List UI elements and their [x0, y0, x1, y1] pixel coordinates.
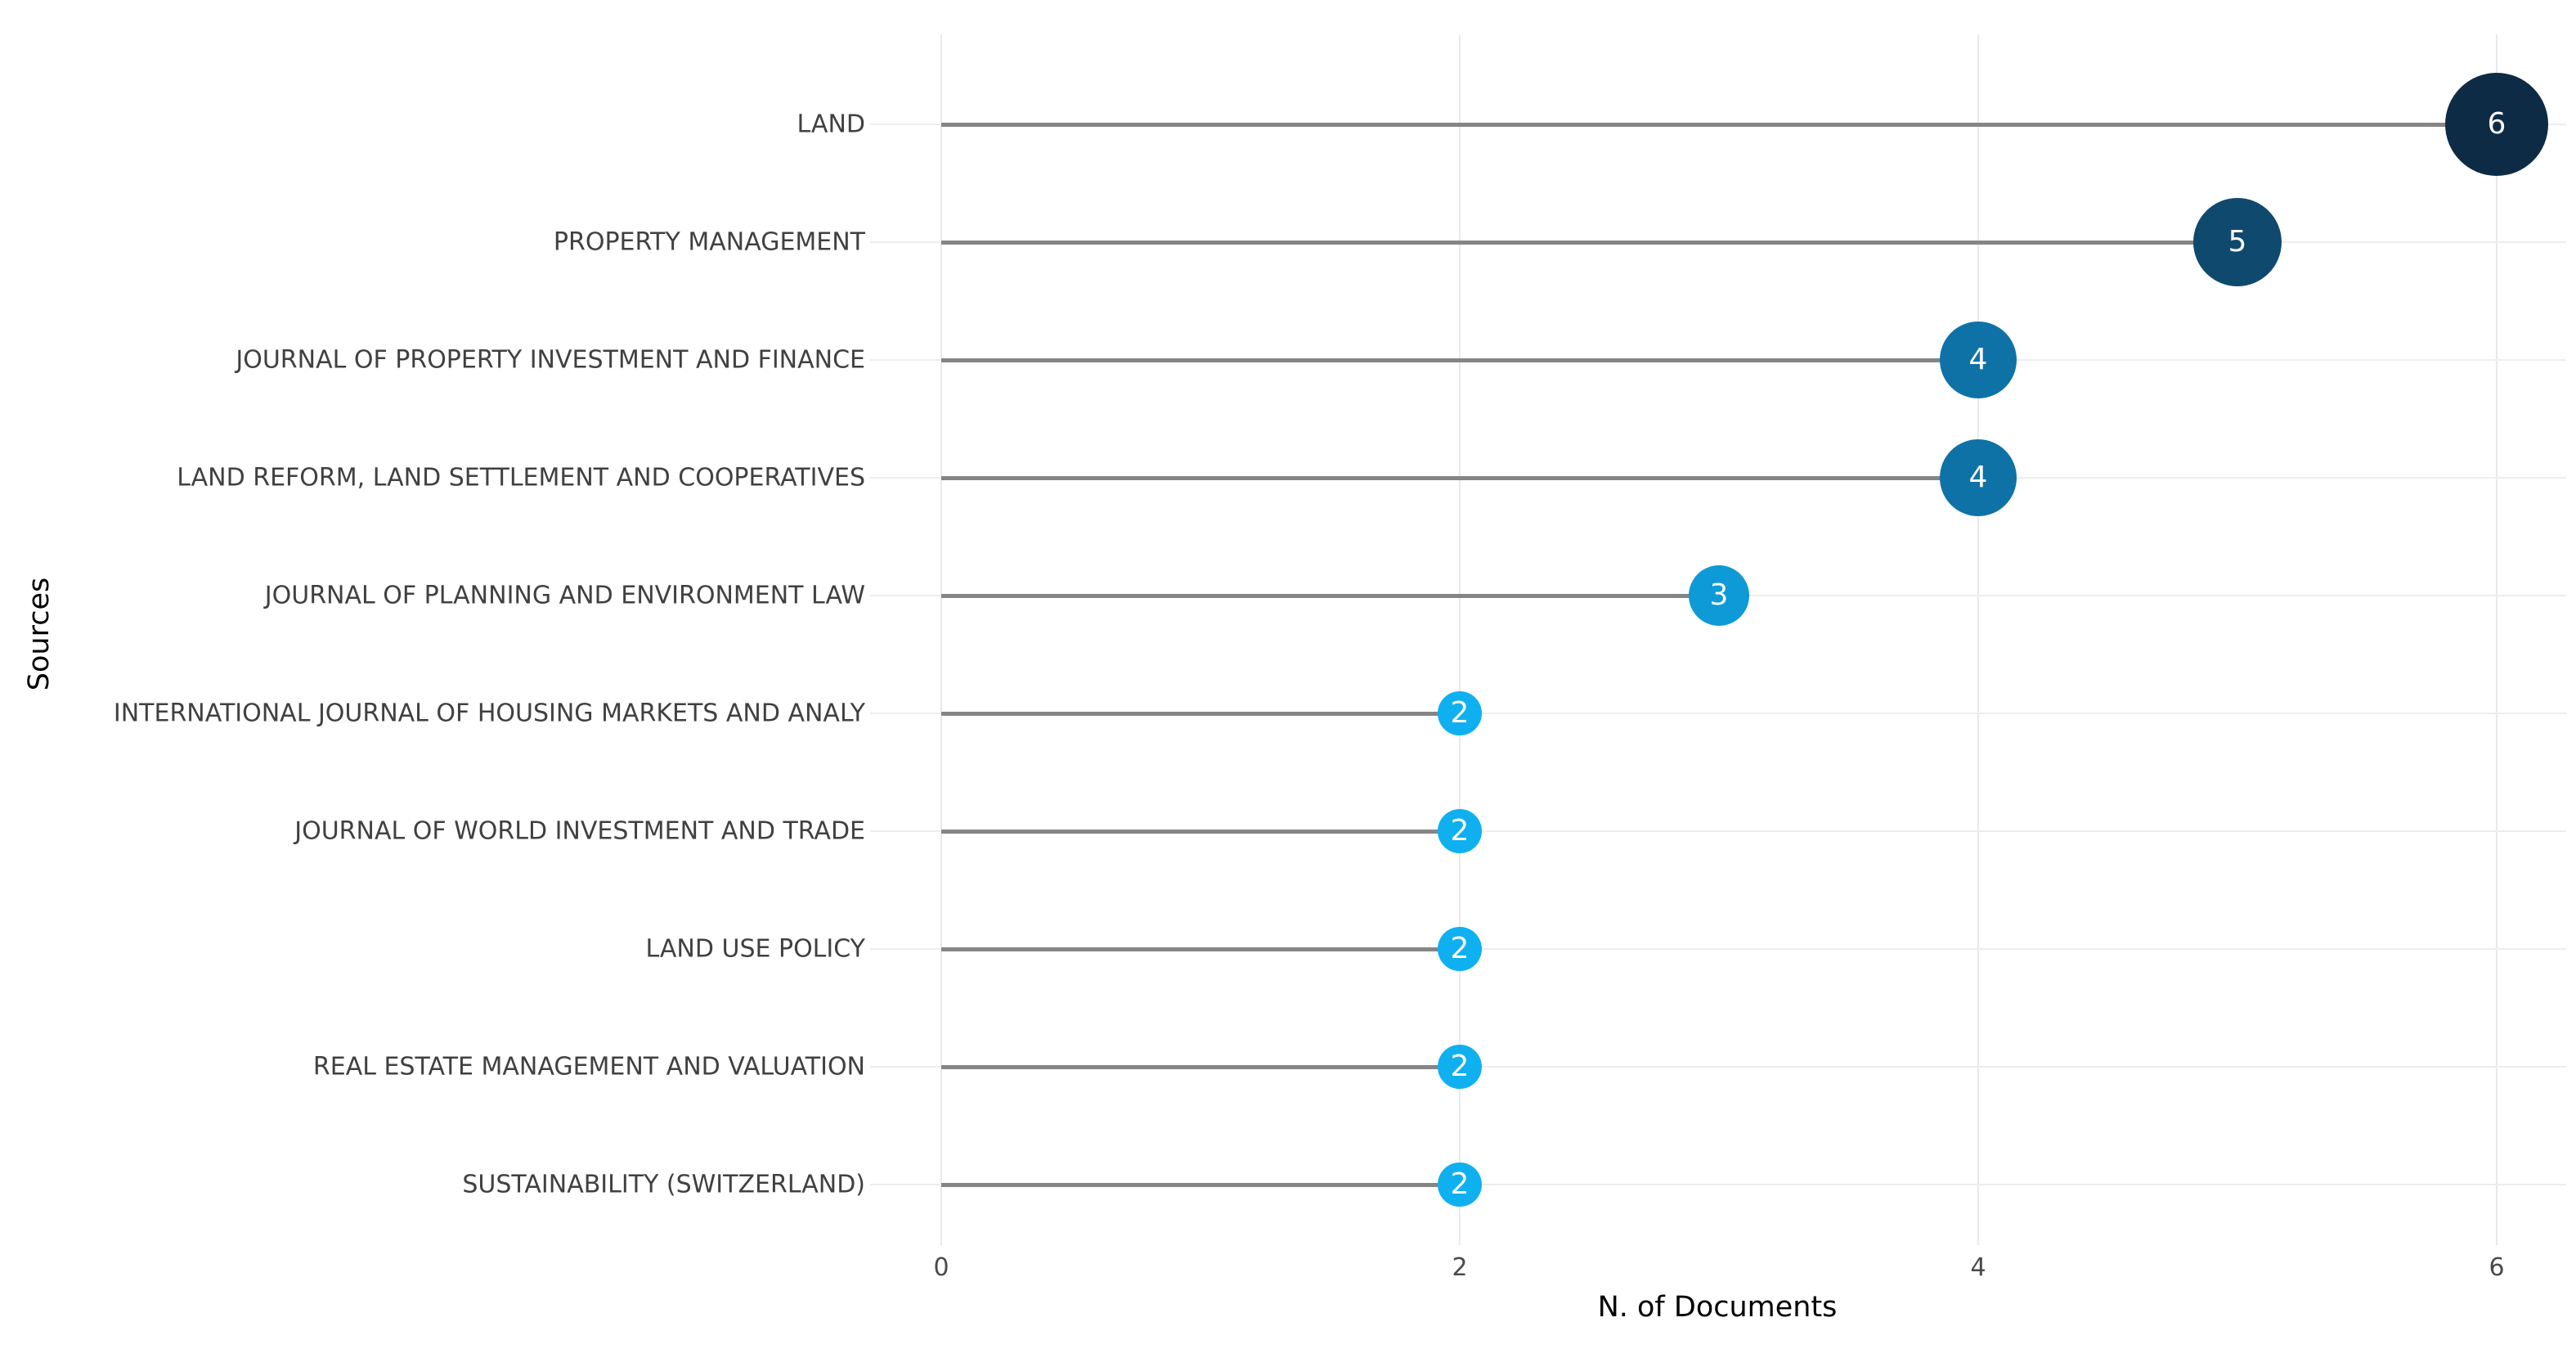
category-label: PROPERTY MANAGEMENT	[553, 227, 865, 257]
x-tick-label-6: 6	[2488, 1253, 2505, 1282]
x-tick-label-2: 2	[1452, 1253, 1468, 1282]
stem	[941, 593, 1719, 598]
bubble-value: 2	[1450, 696, 1470, 730]
bubble-value: 2	[1450, 814, 1470, 848]
data-point-bubble[interactable]: 2	[1438, 927, 1482, 971]
category-label: LAND	[797, 110, 865, 139]
stem	[941, 711, 1460, 716]
data-point-bubble[interactable]: 4	[1940, 322, 2017, 398]
bubble-value: 6	[2487, 107, 2506, 141]
stem	[941, 947, 1460, 951]
row-gridline	[870, 1184, 2566, 1185]
stem	[941, 1182, 1460, 1187]
data-point-bubble[interactable]: 4	[1940, 439, 2017, 516]
gridline-x-6	[2496, 34, 2497, 1245]
x-tick-label-4: 4	[1970, 1253, 1986, 1282]
category-label: JOURNAL OF PLANNING AND ENVIRONMENT LAW	[264, 581, 865, 610]
stem	[941, 1064, 1460, 1069]
stem	[941, 829, 1460, 834]
stem	[941, 122, 2497, 127]
data-point-bubble[interactable]: 2	[1438, 1045, 1482, 1089]
data-point-bubble[interactable]: 2	[1438, 691, 1482, 735]
data-point-bubble[interactable]: 5	[2193, 198, 2282, 286]
row-gridline	[870, 1066, 2566, 1068]
data-point-bubble[interactable]: 2	[1438, 1162, 1482, 1207]
bubble-value: 2	[1450, 1167, 1470, 1201]
row-gridline	[870, 713, 2566, 714]
bubble-value: 4	[1968, 343, 1988, 376]
bubble-value: 3	[1709, 578, 1729, 612]
stem	[941, 357, 1978, 362]
category-label: SUSTAINABILITY (SWITZERLAND)	[462, 1170, 865, 1199]
gridline-x-4	[1977, 34, 1979, 1245]
category-label: JOURNAL OF WORLD INVESTMENT AND TRADE	[294, 816, 865, 846]
row-gridline	[870, 830, 2566, 832]
data-point-bubble[interactable]: 2	[1438, 809, 1482, 853]
gridline-x-2	[1459, 34, 1461, 1245]
data-point-bubble[interactable]: 6	[2445, 73, 2548, 176]
category-label: REAL ESTATE MANAGEMENT AND VALUATION	[312, 1052, 865, 1081]
x-tick-label-0: 0	[933, 1253, 949, 1282]
y-axis-title: Sources	[23, 577, 56, 691]
gridline-x-0	[940, 34, 942, 1245]
category-label: LAND REFORM, LAND SETTLEMENT AND COOPERA…	[177, 463, 865, 492]
bubble-value: 4	[1968, 461, 1988, 494]
bubble-value: 2	[1450, 1050, 1470, 1083]
data-point-bubble[interactable]: 3	[1689, 565, 1749, 626]
stem	[941, 475, 1978, 480]
stem	[941, 240, 2237, 245]
category-label: JOURNAL OF PROPERTY INVESTMENT AND FINAN…	[236, 345, 865, 375]
x-axis-title: N. of Documents	[1597, 1291, 1838, 1324]
category-label: LAND USE POLICY	[645, 934, 865, 964]
bubble-value: 2	[1450, 932, 1470, 965]
category-label: INTERNATIONAL JOURNAL OF HOUSING MARKETS…	[113, 699, 865, 728]
row-gridline	[870, 948, 2566, 950]
bubble-value: 5	[2228, 225, 2247, 259]
